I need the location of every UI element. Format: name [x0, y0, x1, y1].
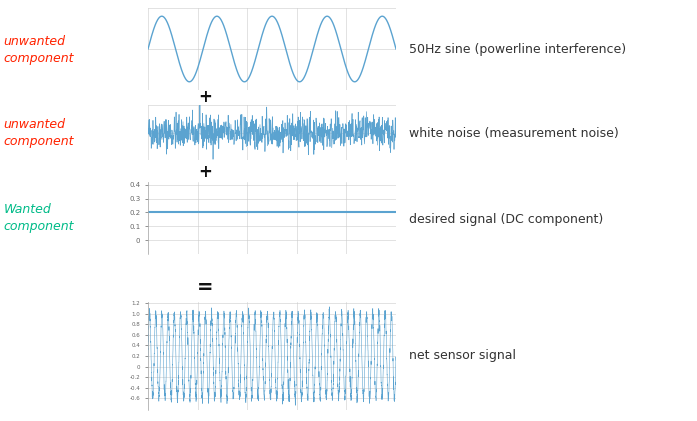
- Text: =: =: [197, 279, 214, 298]
- Text: +: +: [199, 88, 213, 106]
- Text: Wanted
component: Wanted component: [3, 203, 74, 233]
- Text: unwanted
component: unwanted component: [3, 118, 74, 148]
- Text: +: +: [199, 163, 213, 181]
- Text: unwanted
component: unwanted component: [3, 35, 74, 65]
- Text: desired signal (DC component): desired signal (DC component): [409, 213, 604, 226]
- Text: white noise (measurement noise): white noise (measurement noise): [409, 126, 619, 139]
- Text: 50Hz sine (powerline interference): 50Hz sine (powerline interference): [409, 43, 627, 56]
- Text: net sensor signal: net sensor signal: [409, 349, 516, 362]
